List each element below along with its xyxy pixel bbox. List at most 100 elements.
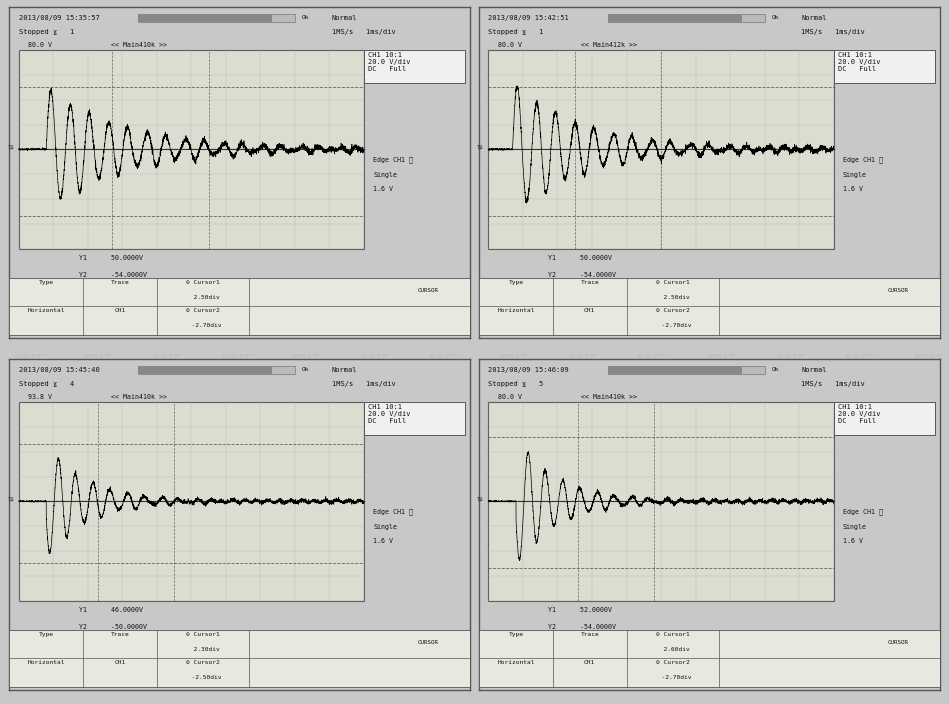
- Text: CURSOR: CURSOR: [887, 640, 908, 645]
- Text: KEIT: KEIT: [706, 29, 736, 42]
- Text: KEIT: KEIT: [498, 515, 529, 527]
- Text: KEIT: KEIT: [568, 677, 598, 689]
- Text: 80.0 V: 80.0 V: [497, 394, 522, 400]
- Text: KEIT: KEIT: [568, 110, 598, 122]
- Text: << Main412k >>: << Main412k >>: [581, 42, 637, 48]
- Text: KEIT: KEIT: [221, 677, 251, 689]
- Text: KEIT: KEIT: [498, 596, 529, 608]
- Text: KEIT: KEIT: [152, 29, 182, 42]
- Text: KEIT: KEIT: [13, 272, 44, 284]
- FancyBboxPatch shape: [363, 402, 465, 435]
- Text: 2013/08/09 15:46:09: 2013/08/09 15:46:09: [489, 367, 569, 373]
- Text: Y2      -54.0000V: Y2 -54.0000V: [79, 272, 146, 278]
- Text: KEIT: KEIT: [152, 353, 182, 365]
- Text: Tμ: Tμ: [477, 497, 484, 502]
- Text: KEIT: KEIT: [152, 677, 182, 689]
- Text: KEIT: KEIT: [914, 515, 944, 527]
- Text: Trace: Trace: [111, 632, 129, 637]
- Text: KEIT: KEIT: [498, 677, 529, 689]
- Text: 2.60div: 2.60div: [656, 647, 689, 652]
- Text: Stopped ɣ   5: Stopped ɣ 5: [489, 381, 544, 386]
- Text: KEIT: KEIT: [221, 434, 251, 446]
- Text: KEIT: KEIT: [290, 272, 321, 284]
- Text: KEIT: KEIT: [83, 353, 113, 365]
- Text: KEIT: KEIT: [914, 353, 944, 365]
- Text: KEIT: KEIT: [429, 272, 459, 284]
- Text: Normal: Normal: [332, 367, 357, 373]
- Text: KEIT: KEIT: [360, 110, 390, 122]
- Text: KEIT: KEIT: [152, 272, 182, 284]
- Text: KEIT: KEIT: [914, 272, 944, 284]
- Text: KEIT: KEIT: [290, 596, 321, 608]
- Text: KEIT: KEIT: [360, 677, 390, 689]
- Text: KEIT: KEIT: [637, 434, 667, 446]
- Text: -δX v  104.000V: -δX v 104.000V: [79, 288, 131, 294]
- Text: KEIT: KEIT: [290, 110, 321, 122]
- FancyBboxPatch shape: [363, 50, 465, 83]
- Text: KEIT: KEIT: [914, 29, 944, 42]
- Text: KEIT: KEIT: [13, 596, 44, 608]
- Text: 80.0 V: 80.0 V: [497, 42, 522, 48]
- Text: KEIT: KEIT: [914, 191, 944, 203]
- Text: Type: Type: [39, 280, 54, 285]
- Text: Ok: Ok: [302, 15, 309, 20]
- FancyBboxPatch shape: [139, 13, 271, 22]
- FancyBboxPatch shape: [489, 50, 833, 249]
- Text: KEIT: KEIT: [706, 677, 736, 689]
- Text: Stopped ɣ   1: Stopped ɣ 1: [19, 29, 74, 34]
- Text: Normal: Normal: [801, 367, 827, 373]
- FancyBboxPatch shape: [833, 402, 935, 435]
- Text: KEIT: KEIT: [13, 434, 44, 446]
- Text: CH1 10:1
20.0 V/div
DC   Full: CH1 10:1 20.0 V/div DC Full: [368, 403, 411, 424]
- Text: KEIT: KEIT: [360, 353, 390, 365]
- Text: KEIT: KEIT: [568, 29, 598, 42]
- Text: Single: Single: [843, 172, 866, 179]
- Text: KEIT: KEIT: [429, 191, 459, 203]
- Text: Single: Single: [373, 524, 397, 531]
- Text: KEIT: KEIT: [498, 29, 529, 42]
- FancyBboxPatch shape: [139, 365, 295, 374]
- Text: Edge CH1 ⎯: Edge CH1 ⎯: [373, 156, 413, 163]
- Text: KEIT: KEIT: [775, 677, 806, 689]
- Text: 2.50div: 2.50div: [186, 295, 219, 300]
- Text: KEIT: KEIT: [568, 191, 598, 203]
- Text: KEIT: KEIT: [429, 677, 459, 689]
- Text: CURSOR: CURSOR: [418, 288, 438, 293]
- Text: 9.065ms: 9.065ms: [341, 641, 365, 646]
- Text: KEIT: KEIT: [914, 677, 944, 689]
- Text: KEIT: KEIT: [845, 110, 875, 122]
- Text: KEIT: KEIT: [637, 110, 667, 122]
- Text: KEIT: KEIT: [83, 434, 113, 446]
- Text: -2.50div: -2.50div: [184, 675, 221, 680]
- Text: KEIT: KEIT: [775, 515, 806, 527]
- Text: CH1: CH1: [584, 660, 595, 665]
- Text: KEIT: KEIT: [290, 677, 321, 689]
- Text: -δX v  106.000V: -δX v 106.000V: [549, 641, 601, 646]
- Text: 1MS/s   1ms/div: 1MS/s 1ms/div: [801, 381, 865, 386]
- Text: KEIT: KEIT: [775, 434, 806, 446]
- Text: KEIT: KEIT: [845, 29, 875, 42]
- Text: << Main410k >>: << Main410k >>: [111, 394, 167, 400]
- Text: KEIT: KEIT: [290, 353, 321, 365]
- Text: KEIT: KEIT: [152, 434, 182, 446]
- Text: Ok: Ok: [772, 15, 779, 20]
- Text: -2.70div: -2.70div: [184, 323, 221, 328]
- Text: KEIT: KEIT: [221, 272, 251, 284]
- Text: KEIT: KEIT: [498, 434, 529, 446]
- Text: KEIT: KEIT: [568, 596, 598, 608]
- Text: KEIT: KEIT: [360, 515, 390, 527]
- Text: Single: Single: [373, 172, 397, 179]
- Text: KEIT: KEIT: [83, 515, 113, 527]
- Text: Y1      50.0000V: Y1 50.0000V: [79, 255, 142, 261]
- Text: KEIT: KEIT: [429, 434, 459, 446]
- Text: CH1: CH1: [114, 308, 125, 313]
- Text: ⊙ Cursor2: ⊙ Cursor2: [656, 660, 689, 665]
- Text: Stopped ɣ   1: Stopped ɣ 1: [489, 29, 544, 34]
- Text: KEIT: KEIT: [360, 434, 390, 446]
- Text: KEIT: KEIT: [13, 515, 44, 527]
- FancyBboxPatch shape: [865, 639, 930, 648]
- Text: -δX v  104.000V: -δX v 104.000V: [549, 288, 601, 294]
- Text: KEIT: KEIT: [706, 191, 736, 203]
- Text: CURSOR: CURSOR: [418, 640, 438, 645]
- Text: CH1: CH1: [584, 308, 595, 313]
